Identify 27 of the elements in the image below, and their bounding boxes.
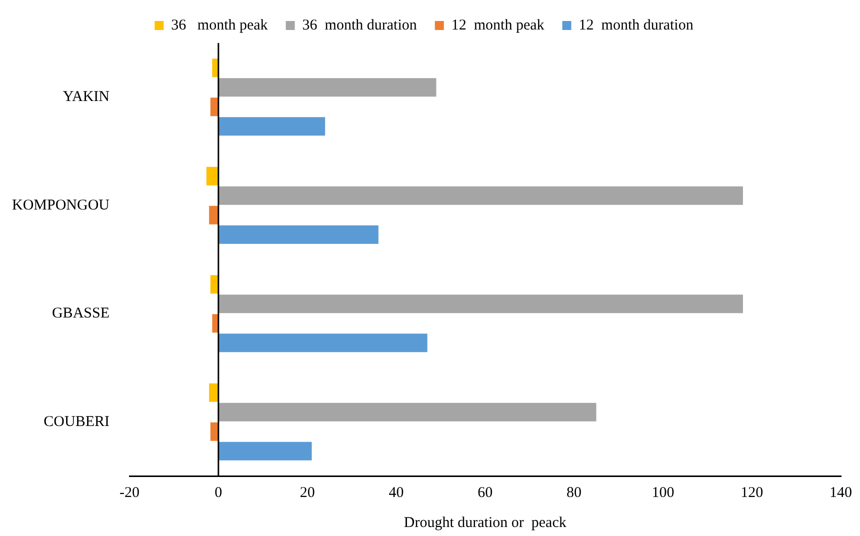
x-tick-label: 60 xyxy=(478,484,493,501)
x-tick-label: -20 xyxy=(120,484,140,501)
bar xyxy=(218,78,436,97)
x-tick-label: 100 xyxy=(652,484,674,501)
x-tick-label: 140 xyxy=(830,484,852,501)
y-tick-label: YAKIN xyxy=(62,89,110,106)
bar xyxy=(218,294,743,314)
bar xyxy=(218,334,428,352)
x-tick-label: 0 xyxy=(214,484,222,501)
bar xyxy=(218,225,378,244)
y-tick-label: COUBERI xyxy=(44,414,110,430)
x-axis-title: Drought duration or peack xyxy=(404,514,567,531)
bar xyxy=(218,402,596,422)
y-tick-label: KOMPONGOU xyxy=(12,197,110,214)
legend-label: 12 month duration xyxy=(578,17,694,34)
y-tick-label: GBASSE xyxy=(52,306,110,322)
bar xyxy=(218,442,312,460)
bar xyxy=(218,117,326,136)
x-tick-label: 40 xyxy=(388,484,404,501)
legend-label: 36 month duration xyxy=(302,17,418,34)
x-tick-label: 80 xyxy=(566,484,582,501)
legend-label: 36 month peak xyxy=(171,17,268,34)
bar xyxy=(206,166,218,186)
x-tick-label: 20 xyxy=(300,484,315,501)
x-tick-label: 120 xyxy=(740,484,764,501)
legend-label: 12 month peak xyxy=(451,17,545,34)
bar xyxy=(218,186,743,205)
